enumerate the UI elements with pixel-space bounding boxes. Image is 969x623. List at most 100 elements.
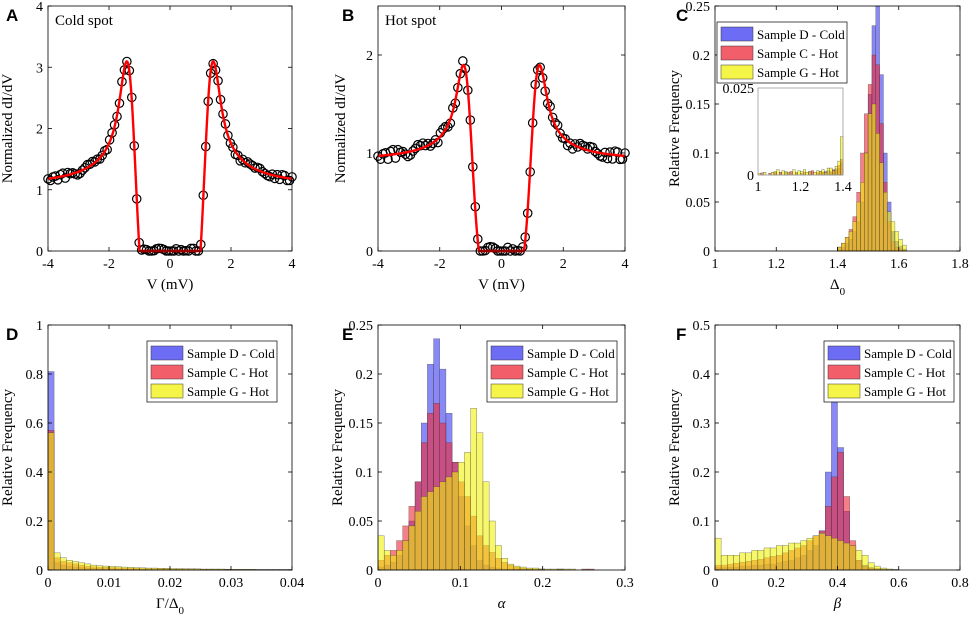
- bar-yellow: [860, 182, 865, 252]
- panel-letter: D: [6, 325, 18, 344]
- x-tick-label: -2: [434, 257, 446, 272]
- bar-yellow: [757, 550, 765, 571]
- legend-swatch-yellow: [827, 383, 861, 399]
- y-tick-label: 1: [366, 147, 373, 162]
- data-point: [122, 56, 132, 67]
- legend-label: Sample C - Hot: [757, 46, 839, 61]
- panel-d: 0 0.01 0.02 0.03 0.04 0 0.2 0.4 0.6 0.8 1 Γ/Δ0 Relat…: [0, 319, 304, 617]
- bar-yellow: [513, 565, 521, 571]
- bar-yellow: [476, 432, 484, 571]
- bar-yellow: [507, 563, 515, 571]
- y-axis-label: Relative Frequency: [667, 388, 683, 506]
- inset-bar-yellow: [773, 171, 777, 176]
- fit-curve: [47, 60, 293, 253]
- bar-yellow: [794, 542, 801, 571]
- bar-yellow: [776, 545, 783, 571]
- panel-f: 0 0.2 0.4 0.6 0.8 0 0.1 0.2 0.3 0.4 0.5 β Relative F…: [667, 319, 969, 612]
- x-tick-label: 0: [498, 257, 505, 272]
- data-point: [188, 243, 199, 254]
- legend-swatch-blue: [827, 345, 861, 361]
- inset-bar-yellow: [826, 167, 830, 176]
- y-tick-label: 0.15: [349, 417, 374, 432]
- bar-yellow: [864, 152, 869, 252]
- x-tick-label: 0.8: [951, 576, 969, 591]
- bar-yellow: [102, 565, 110, 571]
- y-tick-label: 0: [36, 245, 43, 260]
- y-tick-label: 0.2: [26, 515, 44, 530]
- y-tick-label: 3: [36, 61, 43, 76]
- bar-yellow: [875, 133, 880, 252]
- x-tick-label: 1: [712, 257, 719, 272]
- bar-yellow: [488, 520, 496, 571]
- inset-bar-yellow: [813, 172, 817, 176]
- y-tick-label: 0: [703, 564, 710, 579]
- inset-background: [758, 88, 843, 175]
- legend: Sample D - Cold Sample C - Hot Sample G - …: [823, 340, 955, 403]
- bar-yellow: [433, 486, 440, 571]
- bar-yellow: [458, 462, 465, 571]
- bar-yellow: [874, 565, 881, 571]
- bar-yellow: [720, 555, 728, 571]
- inset-bar-yellow: [805, 172, 809, 176]
- bar-yellow: [763, 547, 771, 571]
- data-point: [430, 135, 441, 145]
- y-tick-label: 0.2: [693, 49, 711, 64]
- data-point: [555, 128, 565, 139]
- inset-bar-yellow: [803, 169, 806, 176]
- bar-yellow: [800, 540, 808, 571]
- y-tick-label: 4: [36, 0, 43, 15]
- legend-swatch-blue: [720, 26, 754, 42]
- x-tick-label: 2: [228, 257, 235, 272]
- y-tick-label: 2: [36, 123, 43, 138]
- y-tick-label: 0.1: [693, 515, 711, 530]
- inset-bar-yellow: [834, 166, 838, 176]
- legend: Sample D - Cold Sample C - Hot Sample G - …: [146, 340, 278, 403]
- inset-x-tick-label: 1.2: [792, 180, 810, 195]
- inset-y-tick-label: 0.025: [723, 82, 755, 97]
- legend-label: Sample C - Hot: [187, 365, 269, 380]
- data-point: [535, 62, 545, 73]
- inset-y-tick-label: 0: [747, 169, 754, 184]
- bar-yellow: [439, 481, 447, 571]
- panel-a: Cold spot -4 -2 0 2 4 0 1 2 3 4 V (mV) Normalized dI…: [0, 0, 297, 293]
- panel-letter: B: [342, 6, 354, 25]
- inset: 1 1.2 1.4 0 0.025: [723, 82, 852, 195]
- bar-yellow: [482, 481, 490, 571]
- bar-yellow: [427, 491, 434, 571]
- y-tick-label: 0.2: [693, 466, 711, 481]
- x-tick-label: 0: [375, 576, 382, 591]
- inset-bar-yellow: [781, 170, 785, 176]
- y-tick-label: 0: [366, 564, 373, 579]
- legend-label: Sample G - Hot: [187, 384, 269, 399]
- x-axis-label: β: [833, 596, 842, 612]
- bar-yellow: [383, 550, 391, 571]
- bar-yellow: [841, 242, 846, 252]
- legend-label: Sample G - Hot: [757, 65, 839, 80]
- bar-yellow: [464, 452, 471, 571]
- legend-swatch-blue: [150, 345, 184, 361]
- x-tick-label: 0.4: [829, 576, 847, 591]
- bar-yellow: [879, 162, 884, 252]
- bar-yellow: [806, 537, 814, 571]
- x-tick-label: 0.3: [616, 576, 634, 591]
- legend-label: Sample D - Cold: [527, 346, 615, 361]
- y-tick-label: 0.15: [686, 98, 711, 113]
- legend-swatch-red: [827, 364, 861, 380]
- y-axis-label: Normalized dI/dV: [333, 74, 349, 184]
- bar-yellow: [887, 211, 892, 252]
- bar-yellow: [883, 191, 888, 252]
- panel-letter: C: [676, 6, 688, 25]
- x-tick-label: 0: [45, 576, 52, 591]
- inset-bar-yellow: [795, 172, 798, 176]
- x-tick-label: 0.6: [890, 576, 908, 591]
- bar-yellow: [114, 566, 122, 571]
- data-point: [176, 244, 186, 255]
- bar-yellow: [66, 560, 73, 571]
- inset-bar-yellow: [787, 172, 791, 176]
- inset-bar-red: [789, 171, 793, 176]
- legend-swatch-yellow: [150, 383, 184, 399]
- bar-yellow: [445, 476, 453, 571]
- bar-yellow: [831, 537, 838, 571]
- bar-yellow: [96, 565, 104, 571]
